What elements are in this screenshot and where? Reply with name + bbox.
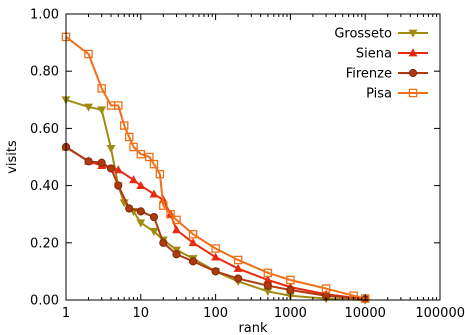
legend-label: Siena: [356, 47, 392, 62]
data-point-firenze: [125, 204, 134, 213]
data-point-siena: [149, 189, 159, 198]
data-point-grosseto: [106, 145, 116, 154]
x-tick-label: 100: [203, 306, 228, 321]
x-tick-label: 1000: [274, 306, 307, 321]
data-point-pisa: [124, 132, 134, 142]
legend-label: Firenze: [346, 67, 392, 82]
data-point-firenze: [114, 181, 123, 190]
data-point-pisa: [119, 121, 129, 130]
series-line-grosseto: [65, 98, 366, 301]
legend-item-grosseto: Grosseto: [334, 27, 428, 42]
data-point-pisa: [321, 284, 331, 293]
data-point-pisa: [97, 84, 106, 93]
data-point-pisa: [233, 255, 243, 265]
legend-item-firenze: Firenze: [346, 67, 428, 82]
data-point-pisa: [114, 101, 123, 110]
data-point-siena: [136, 180, 146, 189]
data-point-pisa: [136, 149, 146, 159]
legend-swatch-marker: [408, 29, 418, 38]
legend-swatch-marker: [408, 88, 418, 98]
series-firenze: [61, 142, 370, 304]
data-point-pisa: [149, 159, 159, 169]
data-point-pisa: [159, 201, 168, 210]
data-point-firenze: [286, 285, 295, 295]
legend-swatch-marker: [408, 48, 418, 57]
series-layer: [61, 32, 370, 305]
data-point-firenze: [97, 158, 106, 167]
legend-item-pisa: Pisa: [366, 87, 428, 102]
data-point-grosseto: [136, 219, 146, 228]
y-tick-label: 0.40: [30, 179, 59, 194]
data-point-firenze: [211, 267, 220, 276]
data-point-siena: [188, 238, 198, 247]
legend-label: Pisa: [366, 87, 392, 102]
data-point-pisa: [166, 209, 175, 219]
data-point-grosseto: [149, 227, 159, 236]
data-point-pisa: [188, 229, 198, 239]
x-tick-label: 10: [133, 306, 150, 321]
data-point-pisa: [84, 49, 93, 59]
y-tick-label: 0.80: [30, 65, 59, 80]
y-tick-label: 1.00: [30, 8, 59, 23]
data-point-firenze: [159, 238, 168, 247]
data-point-siena: [113, 165, 123, 174]
data-point-grosseto: [84, 103, 93, 112]
data-point-siena: [211, 252, 221, 261]
y-tick-label: 0.60: [30, 122, 59, 137]
data-point-firenze: [84, 157, 93, 166]
plot-frame: [65, 13, 441, 301]
data-point-firenze: [136, 207, 145, 216]
data-point-pisa: [263, 268, 273, 278]
y-axis-label: visits: [5, 140, 20, 174]
data-point-firenze: [106, 164, 116, 173]
x-tick-label: 100000: [415, 306, 465, 321]
legend-label: Grosseto: [334, 27, 392, 42]
data-point-firenze: [234, 274, 243, 283]
data-point-firenze: [263, 281, 272, 290]
data-point-pisa: [155, 169, 165, 179]
axes-layer: 0.00 0.20 0.40 0.60 0.80 1.00 1 10 100 1000 10000 1…: [30, 8, 465, 322]
data-point-pisa: [145, 152, 154, 162]
data-point-firenze: [149, 212, 159, 222]
data-point-pisa: [129, 142, 138, 152]
legend-swatch-marker: [408, 68, 418, 78]
data-point-firenze: [172, 250, 181, 259]
x-axis-label: rank: [238, 321, 268, 335]
series-line-pisa: [65, 36, 366, 300]
data-point-grosseto: [97, 106, 107, 115]
y-tick-label: 0.20: [30, 236, 59, 251]
x-tick-label: 10000: [345, 306, 386, 321]
x-tick-label: 1: [62, 306, 70, 321]
data-point-firenze: [188, 257, 198, 266]
data-point-siena: [233, 263, 243, 272]
data-point-pisa: [172, 215, 181, 225]
data-point-pisa: [211, 244, 220, 253]
legend-item-siena: Siena: [356, 47, 428, 62]
y-tick-label: 0.00: [30, 294, 59, 309]
data-point-siena: [172, 225, 181, 234]
data-point-pisa: [286, 275, 295, 285]
legend: Grosseto Siena Firenze Pisa: [334, 27, 428, 102]
data-point-siena: [129, 175, 139, 184]
